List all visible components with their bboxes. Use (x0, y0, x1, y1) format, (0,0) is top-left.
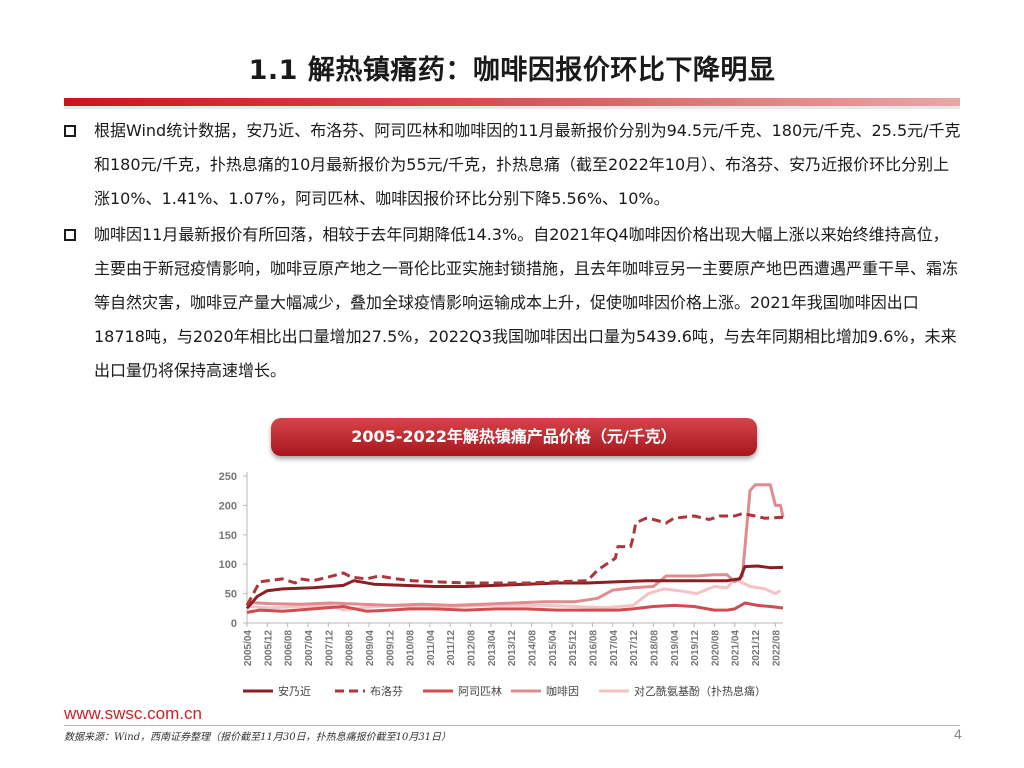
y-tick-label: 50 (225, 589, 237, 601)
legend-label: 咖啡因 (546, 684, 579, 698)
x-tick-label: 2007/12 (324, 630, 335, 667)
square-bullet-icon (64, 125, 76, 137)
footer-source-note: 数据来源：Wind，西南证券整理（报价截至11月30日，扑热息痛报价截至10月3… (64, 732, 452, 743)
x-tick-label: 2015/04 (548, 630, 559, 667)
x-tick-label: 2007/04 (304, 630, 315, 667)
price-line-chart: 0 50 100 150 200 250 2005/04 2005/12 2006/08 2007… (219, 471, 785, 698)
x-tick-label: 2012/08 (467, 630, 478, 667)
series-line-2 (245, 512, 784, 607)
bullet-text: 咖啡因11月最新报价有所回落，相较于去年同期降低14.3%。自2021年Q4咖啡… (94, 225, 959, 380)
x-tick-label: 2022/08 (771, 630, 782, 667)
x-tick-label: 2016/08 (588, 630, 599, 667)
x-tick-label: 2008/08 (345, 630, 356, 667)
x-tick-label: 2005/12 (263, 630, 274, 667)
bullet-item: 咖啡因11月最新报价有所回落，相较于去年同期降低14.3%。自2021年Q4咖啡… (64, 218, 964, 388)
series-line-3 (246, 601, 784, 614)
bullet-text: 根据Wind统计数据，安乃近、布洛芬、阿司匹林和咖啡因的11月最新报价分别为94… (94, 121, 961, 208)
x-tick-label: 2018/08 (649, 630, 660, 667)
x-tick-label: 2021/12 (751, 630, 762, 667)
footer-divider (64, 725, 960, 726)
x-tick-label: 2013/04 (487, 630, 498, 667)
x-tick-label: 2005/04 (243, 630, 254, 667)
chart-title-banner: 2005-2022年解热镇痛产品价格（元/千克） (271, 418, 757, 456)
x-tick-label: 2017/04 (609, 630, 620, 667)
x-tick-label: 2019/12 (690, 630, 701, 667)
legend-label: 对乙酰氨基酚（扑热息痛） (634, 684, 766, 698)
x-tick-label: 2009/04 (365, 630, 376, 667)
legend-label: 安乃近 (278, 684, 311, 698)
x-tick-label: 2013/12 (507, 630, 518, 667)
bullet-item: 根据Wind统计数据，安乃近、布洛芬、阿司匹林和咖啡因的11月最新报价分别为94… (64, 114, 964, 216)
y-tick-label: 100 (219, 559, 237, 571)
x-tick-label: 2011/04 (426, 630, 437, 666)
square-bullet-icon (64, 229, 76, 241)
y-tick-label: 250 (219, 471, 237, 483)
y-tick-label: 200 (219, 500, 237, 512)
x-tick-label: 2009/12 (385, 630, 396, 667)
x-tick-label: 2020/08 (710, 630, 721, 667)
page-title: 1.1 解热镇痛药：咖啡因报价环比下降明显 (248, 55, 776, 86)
x-tick-label: 2019/04 (670, 630, 681, 667)
x-tick-label: 2006/08 (284, 630, 295, 667)
title-underline-shadow (64, 106, 960, 109)
x-tick-label: 2014/08 (528, 630, 539, 667)
footer-website[interactable]: www.swsc.com.cn (64, 704, 202, 723)
bullet-list: 根据Wind统计数据，安乃近、布洛芬、阿司匹林和咖啡因的11月最新报价分别为94… (64, 114, 964, 388)
x-tick-label: 2021/04 (731, 630, 742, 667)
y-tick-label: 0 (231, 618, 237, 630)
x-tick-label: 2017/12 (629, 630, 640, 667)
series-line-4 (246, 483, 785, 607)
x-tick-label: 2015/12 (568, 630, 579, 667)
legend-label: 阿司匹林 (458, 684, 502, 698)
page-number: 4 (954, 726, 962, 742)
legend-label: 布洛芬 (370, 684, 403, 698)
y-tick-label: 150 (219, 530, 237, 542)
title-underline (64, 98, 960, 106)
x-tick-label: 2010/08 (406, 630, 417, 667)
x-tick-label: 2011/12 (446, 630, 457, 666)
